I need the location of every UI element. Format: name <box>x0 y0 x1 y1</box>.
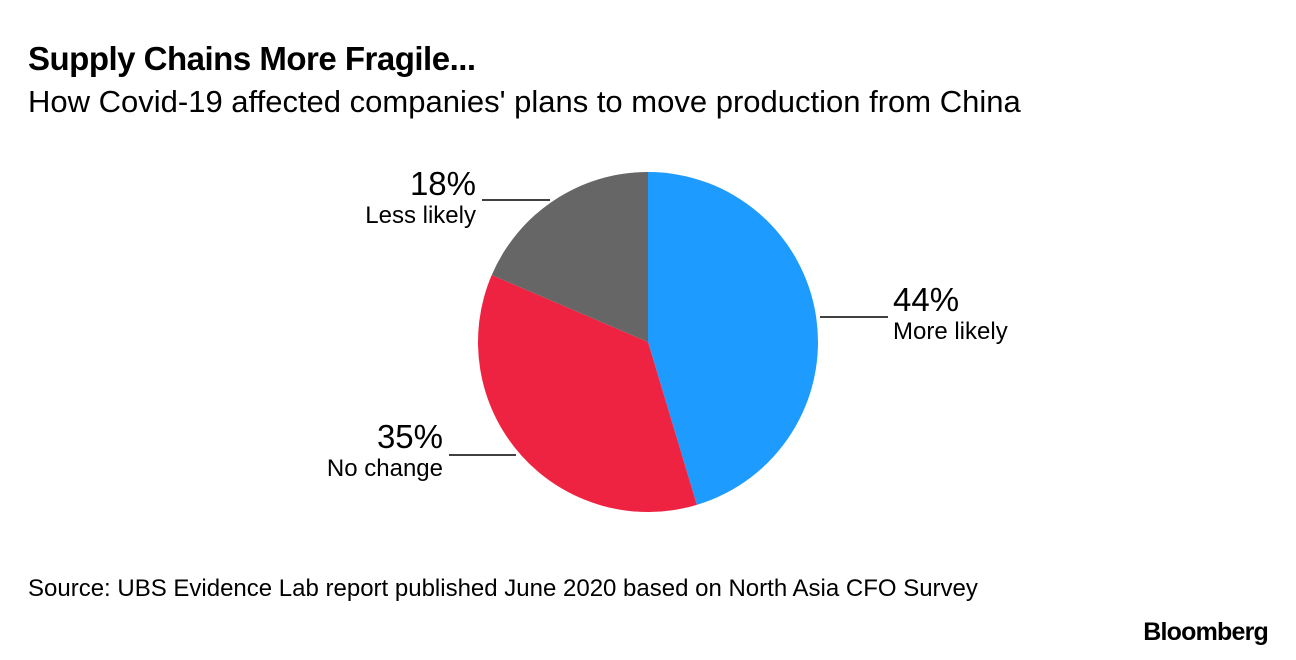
chart-title: Supply Chains More Fragile... <box>28 40 476 77</box>
pie-slice-less-likely <box>491 171 648 342</box>
slice-label-less-likely: Less likely <box>365 202 476 229</box>
slice-percent-more-likely: 44% <box>893 281 959 318</box>
chart-subtitle: How Covid-19 affected companies' plans t… <box>28 84 1021 119</box>
slice-label-no-change: No change <box>327 455 443 482</box>
source-note: Source: UBS Evidence Lab report publishe… <box>28 575 978 602</box>
pie-callouts: 44%More likely 35%No change 18%Less likely <box>327 165 1008 482</box>
pie-slices <box>477 171 818 513</box>
pie-slice-more-likely <box>648 172 818 505</box>
slice-percent-less-likely: 18% <box>410 165 476 202</box>
pie-slice-no-change <box>477 275 697 513</box>
bloomberg-logo: Bloomberg <box>1143 618 1269 646</box>
slice-label-more-likely: More likely <box>893 318 1008 345</box>
slice-percent-no-change: 35% <box>377 418 443 455</box>
